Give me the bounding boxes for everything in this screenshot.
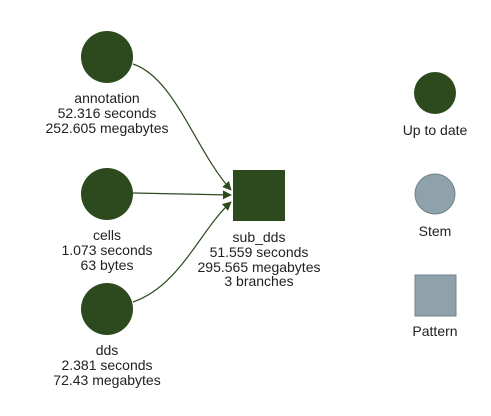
legend-up-to-date-label: Up to date [403, 122, 468, 138]
legend-pattern-label: Pattern [412, 323, 457, 339]
node-sub-dds-size: 295.565 megabytes [198, 259, 321, 275]
edges [132, 63, 232, 303]
node-annotation-circle [81, 31, 133, 83]
node-dds-name: dds [96, 342, 119, 358]
node-dds[interactable]: dds 2.381 seconds 72.43 megabytes [53, 283, 161, 388]
legend-up-to-date-circle-icon [414, 72, 456, 114]
node-dds-time: 2.381 seconds [61, 357, 152, 373]
legend-item-pattern: Pattern [412, 274, 458, 339]
node-annotation-size: 252.605 megabytes [46, 120, 169, 136]
legend-item-stem: Stem [414, 173, 456, 239]
node-annotation[interactable]: annotation 52.316 seconds 252.605 megaby… [46, 31, 169, 136]
node-sub-dds-branches: 3 branches [224, 273, 293, 289]
legend-pattern-square-icon [414, 274, 457, 317]
edge-dds-to-sub-dds [132, 201, 232, 303]
edge-annotation-to-sub-dds [132, 63, 232, 191]
node-dds-circle [81, 283, 133, 335]
node-annotation-time: 52.316 seconds [58, 105, 157, 121]
legend: Up to date Stem Pattern [403, 72, 468, 339]
node-sub-dds-time: 51.559 seconds [210, 244, 309, 260]
node-dds-size: 72.43 megabytes [53, 372, 160, 388]
node-cells-circle [81, 168, 133, 220]
node-sub-dds[interactable]: sub_dds 51.559 seconds 295.565 megabytes… [198, 170, 321, 289]
node-cells[interactable]: cells 1.073 seconds 63 bytes [61, 168, 153, 273]
node-sub-dds-name: sub_dds [233, 229, 286, 245]
edge-cells-to-sub-dds [132, 190, 232, 200]
legend-stem-label: Stem [419, 223, 452, 239]
legend-stem-circle-icon [414, 173, 456, 215]
node-sub-dds-square [233, 170, 285, 221]
node-cells-name: cells [93, 227, 121, 243]
node-cells-size: 63 bytes [81, 257, 134, 273]
legend-item-up-to-date: Up to date [403, 72, 468, 138]
node-cells-time: 1.073 seconds [61, 242, 152, 258]
node-annotation-name: annotation [74, 90, 139, 106]
